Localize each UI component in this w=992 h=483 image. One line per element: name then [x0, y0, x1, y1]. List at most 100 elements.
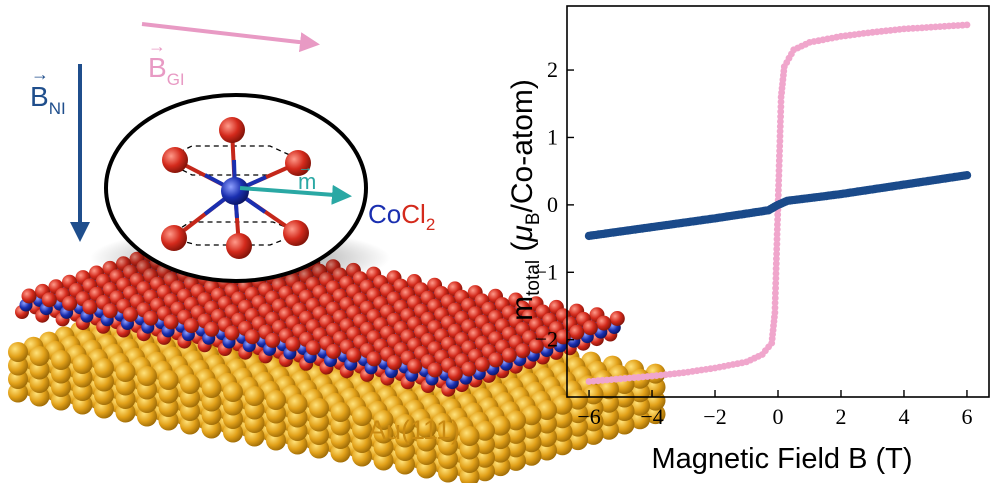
chlorine-atom: [501, 347, 517, 363]
data-point: [772, 279, 780, 287]
chlorine-atom: [21, 288, 37, 304]
moment-vector-mark: →: [298, 159, 313, 176]
data-point: [773, 240, 781, 248]
gold-atom: [115, 362, 136, 382]
x-tick-label: 4: [898, 404, 909, 429]
gold-atom: [72, 354, 93, 374]
gold-atom: [506, 410, 526, 431]
gold-atom: [158, 370, 179, 390]
data-point: [777, 98, 785, 106]
gold-atom: [490, 415, 511, 436]
y-tick-label: 2: [547, 57, 558, 82]
gold-atom: [599, 379, 619, 400]
chlorine-atom: [474, 357, 490, 372]
data-point: [774, 211, 782, 219]
chlorine-atom: [224, 325, 240, 341]
data-point: [775, 177, 783, 184]
gold-atom: [475, 420, 495, 441]
data-point: [771, 304, 779, 312]
chlorine-atom: [366, 351, 382, 367]
chlorine-atom: [515, 343, 531, 359]
chlorine-atom: [407, 358, 423, 374]
gold-atom: [266, 390, 286, 410]
b-ni-label: BNI: [30, 81, 66, 118]
y-axis-label: mtotal (μB/Co-atom): [506, 79, 544, 321]
chlorine-atom: [204, 321, 220, 337]
chlorine-atom: [346, 347, 362, 363]
data-point: [776, 137, 784, 145]
gold-atom: [201, 378, 222, 398]
data-point: [772, 284, 779, 292]
data-point: [777, 113, 784, 120]
chlorine-atom: [143, 310, 159, 326]
x-tick-label: 2: [835, 404, 846, 429]
gold-atom: [395, 414, 415, 434]
chlorine-atom: [82, 299, 98, 315]
chlorine-atom: [386, 355, 402, 371]
x-axis-label: Magnetic Field B (T): [651, 443, 912, 475]
data-point: [773, 235, 781, 243]
gold-atom: [352, 406, 372, 426]
chlorine-atom: [427, 362, 443, 378]
chlorine-atom: [226, 233, 252, 259]
chlorine-atom: [285, 150, 311, 176]
data-series: [584, 21, 972, 385]
data-point: [772, 265, 780, 272]
moment-arrow: [239, 184, 352, 205]
x-tick-label: −4: [640, 404, 663, 429]
chlorine-atom: [163, 314, 179, 330]
data-point: [776, 127, 784, 135]
data-point: [776, 147, 783, 155]
data-point: [962, 171, 972, 180]
chlorine-atom: [62, 295, 78, 311]
x-tick-label: −6: [577, 404, 600, 429]
gold-atom: [330, 402, 351, 422]
data-point: [776, 152, 783, 160]
data-point: [774, 191, 782, 199]
gold-atom: [287, 394, 308, 414]
chlorine-atom: [582, 320, 598, 336]
data-point: [776, 123, 784, 130]
data-point: [773, 226, 781, 233]
gold-atom: [180, 374, 200, 394]
x-tick-label: 0: [773, 404, 784, 429]
chlorine-atom: [326, 344, 341, 359]
data-point: [774, 216, 781, 224]
data-point: [777, 118, 784, 125]
chlorine-atom: [488, 352, 504, 368]
data-point: [777, 108, 785, 116]
data-point: [777, 103, 785, 111]
chlorine-atom: [447, 366, 463, 382]
chlorine-atom: [102, 303, 118, 319]
chlorine-atom: [542, 334, 558, 349]
cobalt-atom: [221, 177, 249, 205]
chlorine-atom: [528, 338, 544, 354]
data-point: [772, 270, 780, 277]
b-gi-vector-mark: →: [148, 36, 166, 56]
data-point: [775, 167, 783, 175]
data-point: [775, 157, 783, 165]
chlorine-atom: [569, 324, 585, 340]
b-gi-label: BGI: [148, 52, 185, 89]
chlorine-atom: [283, 220, 309, 246]
data-point: [776, 132, 784, 140]
gold-atom: [521, 405, 542, 426]
gold-atom: [8, 342, 28, 362]
gold-atom: [244, 386, 265, 406]
substrate-label: Au(111): [368, 415, 460, 445]
data-point: [771, 299, 779, 307]
chlorine-atom: [244, 329, 260, 345]
y-tick-label: −2: [535, 327, 558, 352]
series-2: [584, 171, 972, 241]
data-point: [963, 21, 971, 29]
data-point: [772, 260, 780, 268]
chlorine-atom: [162, 147, 188, 173]
data-point: [773, 250, 780, 258]
series-1: [585, 21, 971, 385]
data-point: [775, 181, 782, 189]
gold-atom: [552, 394, 573, 415]
chlorine-atom: [555, 329, 571, 345]
data-point: [773, 255, 780, 263]
